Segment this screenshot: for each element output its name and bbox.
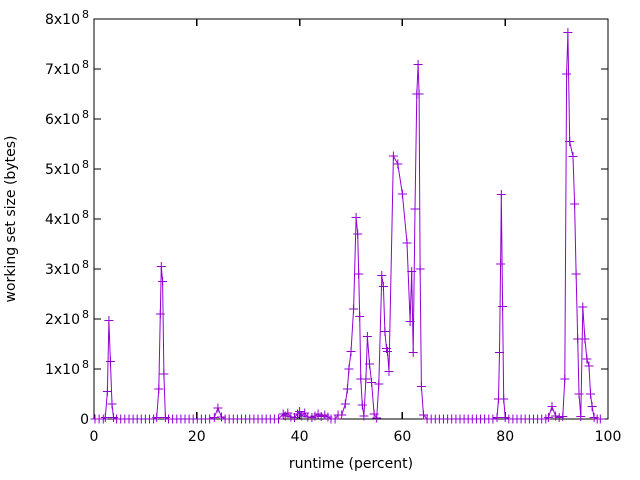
x-tick-label: 0 — [90, 429, 99, 445]
series-layer — [90, 28, 605, 424]
y-tick-label: 1x10 8 — [45, 358, 89, 378]
y-tick-label: 6x10 8 — [45, 108, 89, 128]
x-tick-label: 100 — [595, 429, 622, 445]
y-axis-title: working set size (bytes) — [3, 136, 19, 303]
x-axis-title: runtime (percent) — [289, 456, 413, 472]
axes-layer: 0 20 40 60 80 100 0 1x10 8 2x10 8 3x10 8 4x10 8 5x10 8 6x… — [45, 8, 621, 445]
y-tick-label: 7x10 8 — [45, 58, 89, 78]
plot-markers — [90, 28, 605, 424]
y-tick-label: 2x10 8 — [45, 308, 89, 328]
x-tick-label: 40 — [291, 429, 309, 445]
y-tick-label: 0 — [80, 412, 89, 428]
x-tick-label: 80 — [496, 429, 514, 445]
x-tick-label: 60 — [393, 429, 411, 445]
y-tick-label: 4x10 8 — [45, 208, 89, 228]
x-tick-label: 20 — [188, 429, 206, 445]
y-tick-label: 3x10 8 — [45, 258, 89, 278]
plot-border — [93, 18, 609, 420]
plot-line — [95, 32, 601, 420]
y-tick-label: 8x10 8 — [45, 8, 89, 28]
y-tick-label: 5x10 8 — [45, 158, 89, 178]
